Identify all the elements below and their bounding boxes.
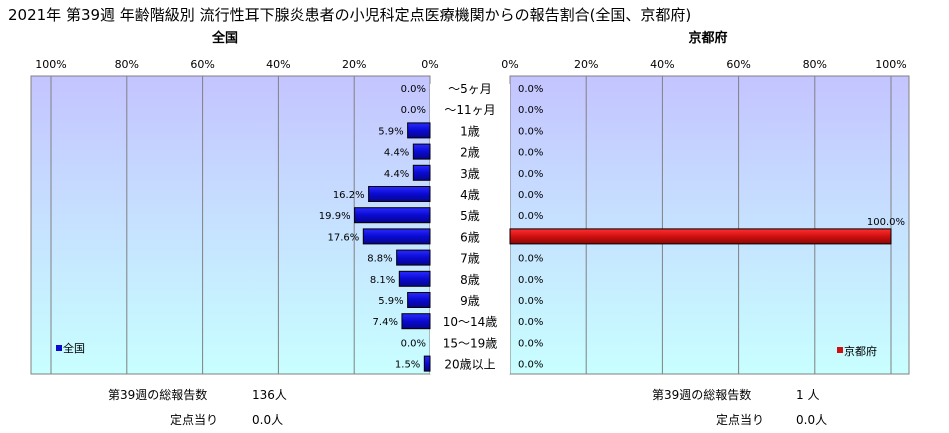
category-label: 7歳	[460, 252, 480, 266]
category-label: 10～14歳	[443, 315, 498, 329]
bar-kyoto	[509, 228, 892, 245]
kyoto-per-value: 0.0人	[796, 413, 827, 427]
kyoto-total-value: 1 人	[796, 388, 819, 402]
kyoto-total-label: 第39週の総報告数	[652, 387, 751, 402]
tick-label-kyoto: 80%	[803, 58, 827, 71]
value-label-kyoto: 0.0%	[518, 169, 543, 180]
value-label-kyoto: 100.0%	[867, 217, 905, 228]
category-label: 5歳	[460, 209, 480, 223]
value-label-kyoto: 0.0%	[518, 254, 543, 265]
bar-national	[412, 164, 431, 181]
bar-national	[412, 143, 431, 160]
value-label-national: 0.0%	[401, 84, 426, 95]
national-total-value: 136人	[252, 388, 287, 402]
tick-label-national: 20%	[342, 58, 366, 71]
bar-national	[398, 270, 431, 287]
bar-national	[423, 355, 431, 372]
value-label-national: 1.5%	[395, 360, 420, 371]
value-label-kyoto: 0.0%	[518, 84, 543, 95]
panel-title-national: 全国	[211, 30, 238, 46]
national-total-label: 第39週の総報告数	[108, 387, 207, 402]
value-label-national: 7.4%	[373, 317, 398, 328]
value-label-national: 8.8%	[367, 254, 392, 265]
value-label-national: 8.1%	[370, 275, 395, 286]
bar-national	[401, 313, 431, 330]
category-label: 4歳	[460, 188, 480, 202]
legend-label-kyoto: 京都府	[844, 344, 877, 358]
panel-title-kyoto: 京都府	[688, 30, 727, 46]
value-label-kyoto: 0.0%	[518, 190, 543, 201]
legend-swatch-kyoto	[837, 347, 843, 353]
category-label: 6歳	[460, 230, 480, 244]
value-label-national: 4.4%	[384, 148, 409, 159]
value-label-kyoto: 0.0%	[518, 275, 543, 286]
chart-title: 2021年 第39週 年齢階級別 流行性耳下腺炎患者の小児科定点医療機関からの報…	[8, 6, 691, 24]
category-label: 2歳	[460, 146, 480, 160]
value-label-national: 0.0%	[401, 338, 426, 349]
value-label-national: 5.9%	[378, 296, 403, 307]
kyoto-per-label: 定点当り	[716, 412, 764, 427]
category-label: 9歳	[460, 294, 480, 308]
tick-label-national: 0%	[421, 58, 438, 71]
tick-label-national: 60%	[190, 58, 214, 71]
plot-area-kyoto	[509, 75, 910, 375]
category-label: 15～19歳	[443, 336, 498, 350]
category-label-band	[430, 84, 510, 374]
tick-label-kyoto: 40%	[650, 58, 674, 71]
category-label: 20歳以上	[444, 358, 495, 372]
category-label: ～5ヶ月	[448, 82, 492, 96]
value-label-national: 17.6%	[328, 232, 360, 243]
value-label-kyoto: 0.0%	[518, 126, 543, 137]
tick-label-kyoto: 20%	[574, 58, 598, 71]
plot-area-national	[30, 75, 431, 375]
category-label: 1歳	[460, 124, 480, 138]
bar-national	[368, 186, 431, 202]
value-label-kyoto: 0.0%	[518, 317, 543, 328]
legend-label-national: 全国	[63, 341, 85, 355]
value-label-kyoto: 0.0%	[518, 105, 543, 116]
tick-label-kyoto: 60%	[726, 58, 750, 71]
tick-label-kyoto: 100%	[875, 58, 906, 71]
value-label-national: 4.4%	[384, 169, 409, 180]
value-label-national: 19.9%	[319, 211, 351, 222]
tick-label-national: 40%	[266, 58, 290, 71]
tick-label-kyoto: 0%	[501, 58, 518, 71]
value-label-national: 16.2%	[333, 190, 365, 201]
bar-national	[407, 122, 431, 139]
bar-national	[354, 207, 431, 224]
value-label-kyoto: 0.0%	[518, 211, 543, 222]
value-label-kyoto: 0.0%	[518, 338, 543, 349]
tick-label-national: 80%	[115, 58, 139, 71]
value-label-national: 0.0%	[401, 105, 426, 116]
value-label-national: 5.9%	[378, 126, 403, 137]
national-per-label: 定点当り	[170, 412, 218, 427]
value-label-kyoto: 0.0%	[518, 360, 543, 371]
bar-national	[362, 228, 431, 245]
category-label: ～11ヶ月	[444, 103, 495, 117]
category-label: 3歳	[460, 167, 480, 181]
value-label-kyoto: 0.0%	[518, 148, 543, 159]
category-label: 8歳	[460, 273, 480, 287]
legend-kyoto: 京都府	[837, 344, 877, 358]
legend-swatch-national	[56, 345, 62, 351]
legend-national: 全国	[56, 341, 85, 355]
national-per-value: 0.0人	[252, 413, 283, 427]
bar-national	[407, 292, 431, 308]
tick-label-national: 100%	[35, 58, 66, 71]
bar-national	[396, 249, 431, 266]
value-label-kyoto: 0.0%	[518, 296, 543, 307]
